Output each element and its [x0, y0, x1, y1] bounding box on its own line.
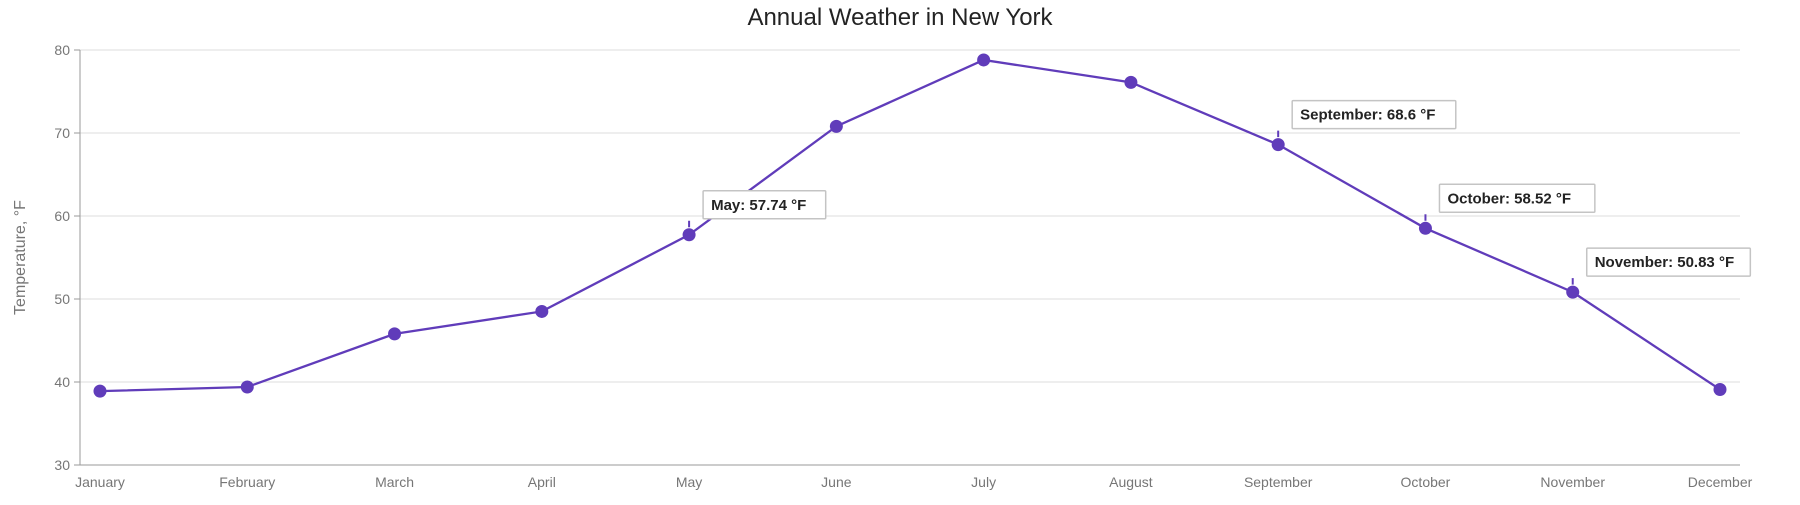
x-tick-label: July [971, 474, 996, 490]
x-tick-label: October [1401, 474, 1451, 490]
annotation-text: November: 50.83 °F [1595, 254, 1734, 271]
weather-chart: Annual Weather in New York 30 40 50 60 70 80 Te… [0, 0, 1800, 505]
y-tick-label: 40 [54, 374, 70, 390]
chart-title: Annual Weather in New York [747, 4, 1053, 31]
series-marker [388, 327, 401, 340]
x-tick-label: September [1244, 474, 1313, 490]
annotation-text: September: 68.6 °F [1300, 107, 1435, 124]
y-tick-label: 60 [54, 208, 70, 224]
x-tick-label: January [75, 474, 125, 490]
x-tick-label: November [1540, 474, 1605, 490]
y-tick-label: 80 [54, 42, 70, 58]
x-tick-label: August [1109, 474, 1153, 490]
y-tick-label: 70 [54, 125, 70, 141]
series-marker [683, 228, 696, 241]
series-marker [94, 385, 107, 398]
chart-svg: Annual Weather in New York 30 40 50 60 70 80 Te… [0, 0, 1800, 505]
series-marker [977, 53, 990, 66]
series-marker [1566, 286, 1579, 299]
series-marker [1272, 138, 1285, 151]
x-tick-label: May [676, 474, 702, 490]
y-tick-label: 50 [54, 291, 70, 307]
annotation-text: October: 58.52 °F [1447, 190, 1571, 207]
x-tick-label: March [375, 474, 414, 490]
x-tick-label: April [528, 474, 556, 490]
series-marker [535, 305, 548, 318]
series-marker [1419, 222, 1432, 235]
series-marker [241, 380, 254, 393]
x-tick-label: June [821, 474, 852, 490]
x-tick-label: December [1688, 474, 1753, 490]
series-marker [830, 120, 843, 133]
x-tick-label: February [219, 474, 275, 490]
annotation-text: May: 57.74 °F [711, 197, 806, 214]
y-axis-label: Temperature, °F [12, 200, 29, 315]
series-line [100, 60, 1720, 391]
series-marker [1714, 383, 1727, 396]
y-tick-label: 30 [54, 457, 70, 473]
series-marker [1124, 76, 1137, 89]
